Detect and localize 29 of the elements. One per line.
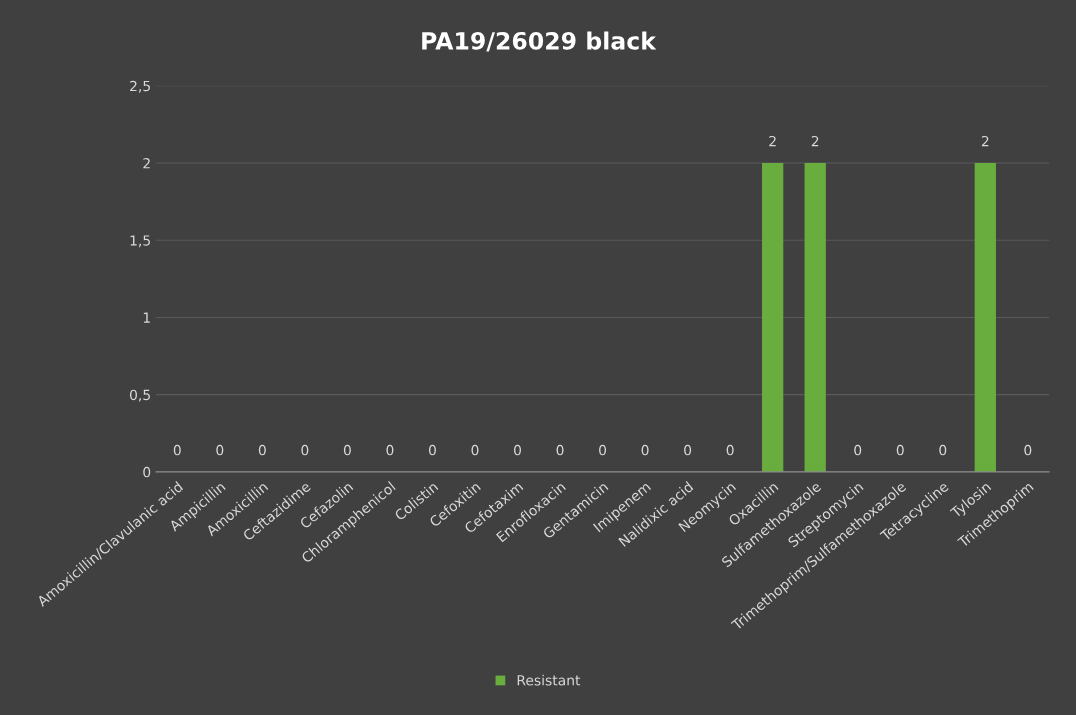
data-label: 0	[258, 444, 266, 456]
data-label: 0	[726, 444, 734, 456]
data-label: 0	[854, 444, 862, 456]
legend-label: Resistant	[517, 674, 581, 686]
data-label: 0	[684, 444, 692, 456]
data-label: 0	[514, 444, 521, 456]
data-label: 0	[173, 444, 181, 456]
data-label: 0	[471, 444, 479, 456]
y-tick-label: 2,5	[130, 80, 150, 93]
data-label: 0	[301, 444, 309, 456]
data-label: 0	[896, 444, 904, 456]
data-label: 2	[811, 135, 819, 147]
data-label: 0	[556, 444, 564, 456]
data-label: 2	[769, 135, 776, 147]
y-tick-label: 0	[143, 466, 151, 478]
data-label: 0	[599, 444, 607, 456]
data-label: 0	[343, 444, 351, 456]
chart-title: PA19/26029 black	[422, 31, 657, 52]
y-tick-label: 2	[143, 157, 150, 169]
data-label: 0	[428, 444, 436, 456]
y-tick-label: 0,5	[129, 389, 150, 402]
y-tick-label: 1,5	[130, 235, 150, 248]
data-label: 0	[939, 444, 947, 456]
data-label: 2	[981, 135, 989, 147]
y-tick-label: 1	[143, 312, 150, 323]
data-label: 0	[386, 444, 394, 456]
data-label: 0	[641, 444, 649, 456]
data-label: 0	[1024, 444, 1032, 456]
data-label: 0	[216, 444, 224, 456]
